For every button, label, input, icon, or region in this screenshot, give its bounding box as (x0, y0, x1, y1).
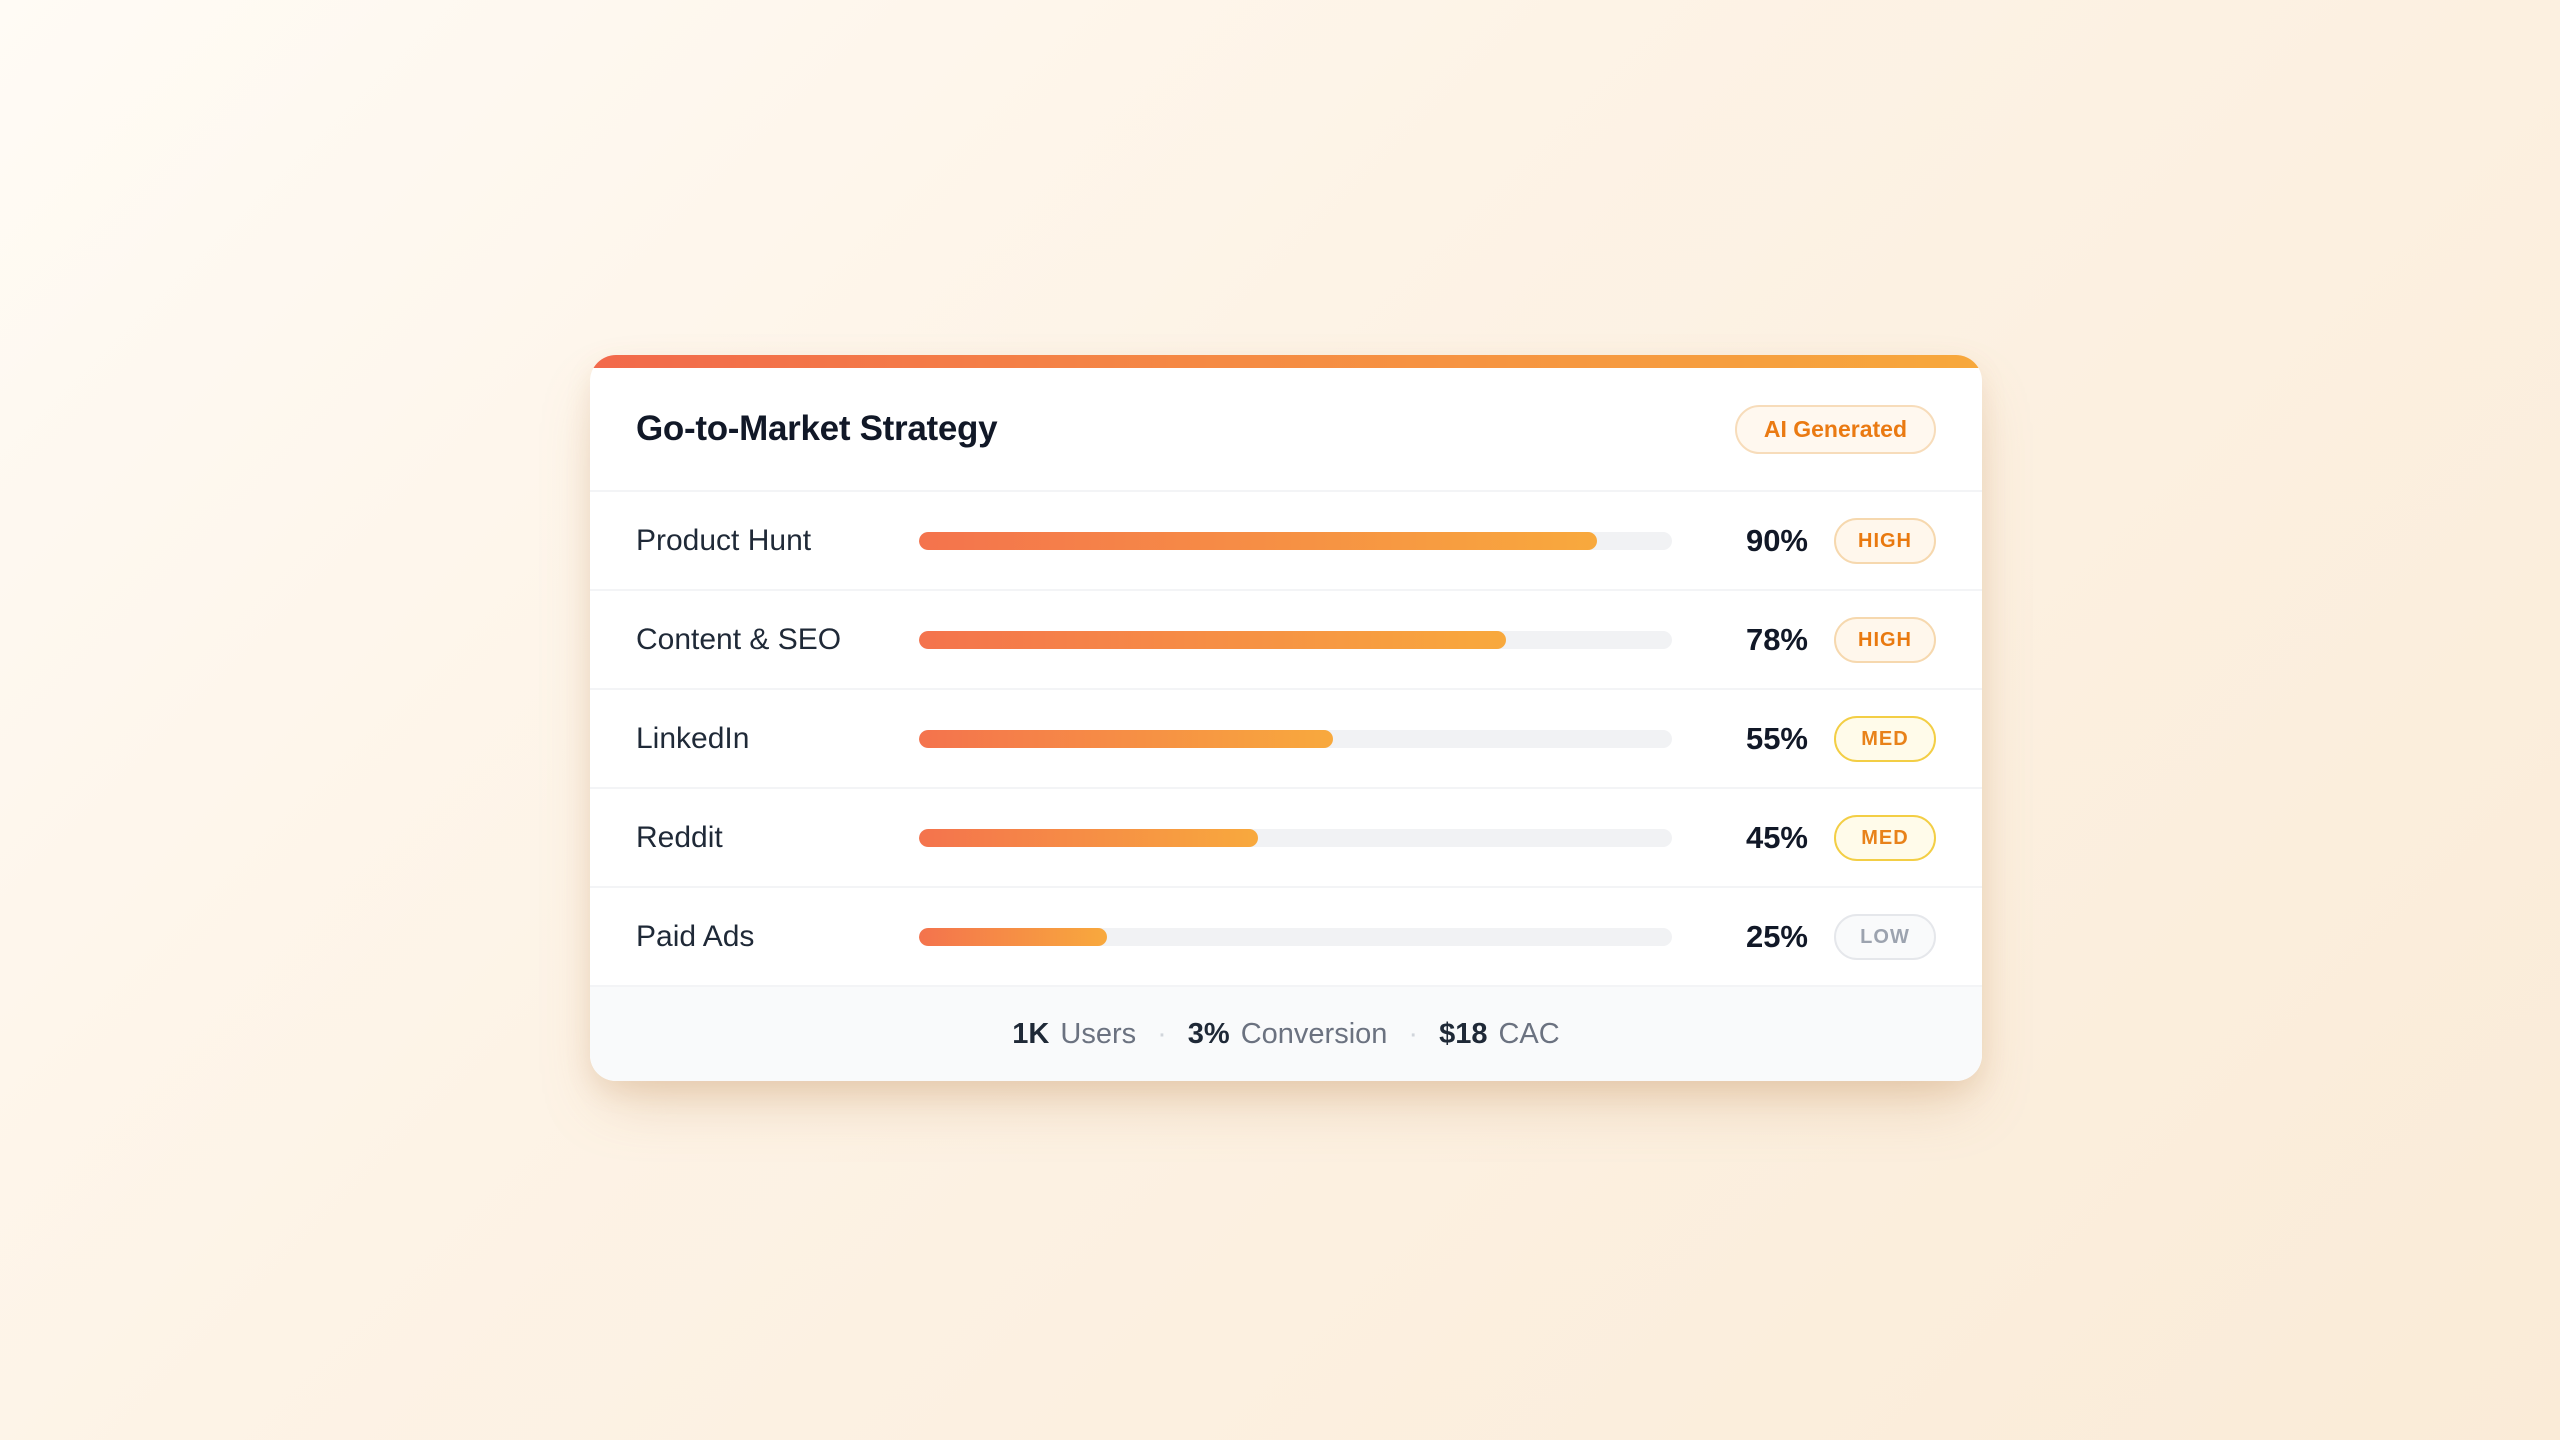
card-accent-bar (590, 355, 1982, 368)
progress-fill (919, 630, 1507, 649)
progress-fill (919, 729, 1334, 748)
progress-track (919, 531, 1672, 550)
channel-label: Reddit (636, 820, 723, 854)
stat-conversion: 3% Conversion (1188, 1018, 1388, 1051)
percent-value: 78% (1745, 621, 1808, 657)
percent-value: 55% (1745, 720, 1808, 756)
channel-row-reddit: Reddit 45% MED (590, 789, 1982, 888)
progress-fill (919, 927, 1108, 946)
priority-badge: MED (1834, 715, 1936, 762)
stat-conversion-label: Conversion (1240, 1017, 1388, 1050)
stats-footer: 1K Users · 3% Conversion · $18 CAC (590, 987, 1982, 1081)
channel-row-product-hunt: Product Hunt 90% HIGH (590, 492, 1982, 591)
channel-label: Paid Ads (636, 919, 755, 953)
dot-separator: · (1157, 1017, 1167, 1050)
progress-track (919, 630, 1672, 649)
stat-cac-label: CAC (1498, 1017, 1560, 1050)
channel-label: LinkedIn (636, 721, 750, 755)
progress-fill (919, 828, 1258, 847)
progress-track (919, 828, 1672, 847)
priority-badge: LOW (1834, 913, 1936, 960)
stat-cac-value: $18 (1439, 1017, 1488, 1050)
stat-conversion-value: 3% (1187, 1017, 1230, 1050)
gtm-strategy-card: Go-to-Market Strategy AI Generated Produ… (590, 355, 1982, 1081)
priority-badge: HIGH (1834, 517, 1936, 564)
card-header: Go-to-Market Strategy AI Generated (590, 368, 1982, 492)
channel-row-paid-ads: Paid Ads 25% LOW (590, 888, 1982, 987)
progress-fill (919, 531, 1597, 550)
percent-value: 25% (1745, 918, 1808, 954)
priority-badge: MED (1834, 814, 1936, 861)
progress-track (919, 927, 1672, 946)
dot-separator: · (1408, 1017, 1419, 1050)
card-title: Go-to-Market Strategy (636, 409, 998, 448)
priority-badge: HIGH (1834, 616, 1936, 663)
stat-users: 1K Users (1012, 1018, 1136, 1051)
stat-users-value: 1K (1012, 1017, 1050, 1050)
stat-cac: $18 CAC (1439, 1018, 1560, 1051)
ai-generated-badge: AI Generated (1734, 404, 1936, 454)
percent-value: 90% (1745, 522, 1808, 558)
percent-value: 45% (1745, 819, 1808, 855)
channel-label: Content & SEO (636, 622, 842, 656)
stat-users-label: Users (1060, 1017, 1137, 1050)
progress-track (919, 729, 1672, 748)
channel-row-linkedin: LinkedIn 55% MED (590, 690, 1982, 789)
channel-row-content-seo: Content & SEO 78% HIGH (590, 591, 1982, 690)
channel-label: Product Hunt (636, 523, 812, 557)
